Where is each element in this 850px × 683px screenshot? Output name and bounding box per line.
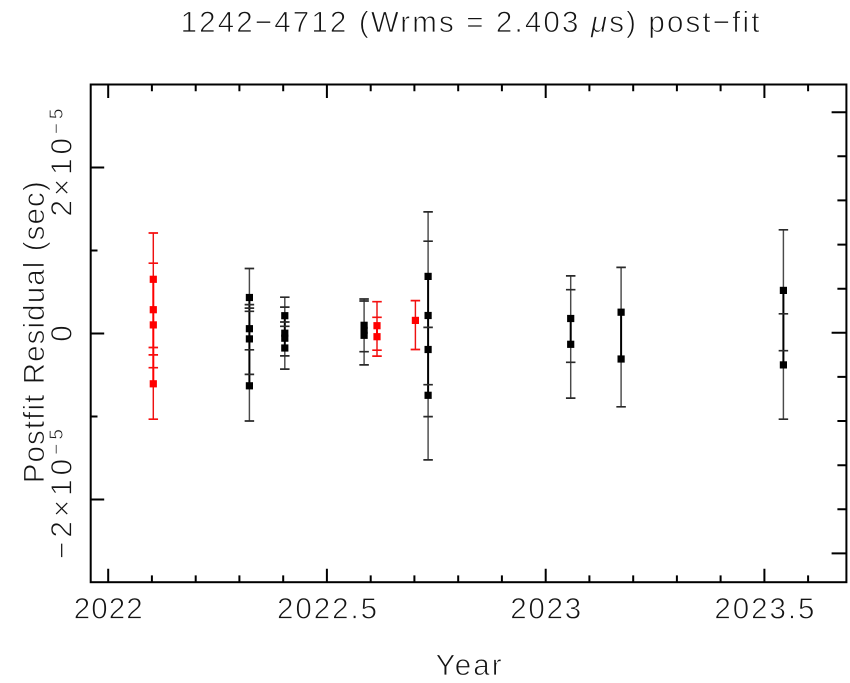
svg-text:−2×10−5: −2×10−5 — [46, 429, 79, 559]
svg-text:2022.5: 2022.5 — [277, 592, 377, 625]
svg-text:Postfit Residual (sec): Postfit Residual (sec) — [18, 181, 51, 483]
svg-text:2022: 2022 — [74, 592, 143, 625]
svg-text:2023: 2023 — [510, 592, 581, 625]
svg-text:1242−4712 (Wrms = 2.403 μs) po: 1242−4712 (Wrms = 2.403 μs) post−fit — [181, 6, 760, 39]
svg-text:2023.5: 2023.5 — [714, 592, 814, 625]
svg-text:0: 0 — [46, 325, 79, 341]
svg-text:Year: Year — [436, 649, 502, 682]
